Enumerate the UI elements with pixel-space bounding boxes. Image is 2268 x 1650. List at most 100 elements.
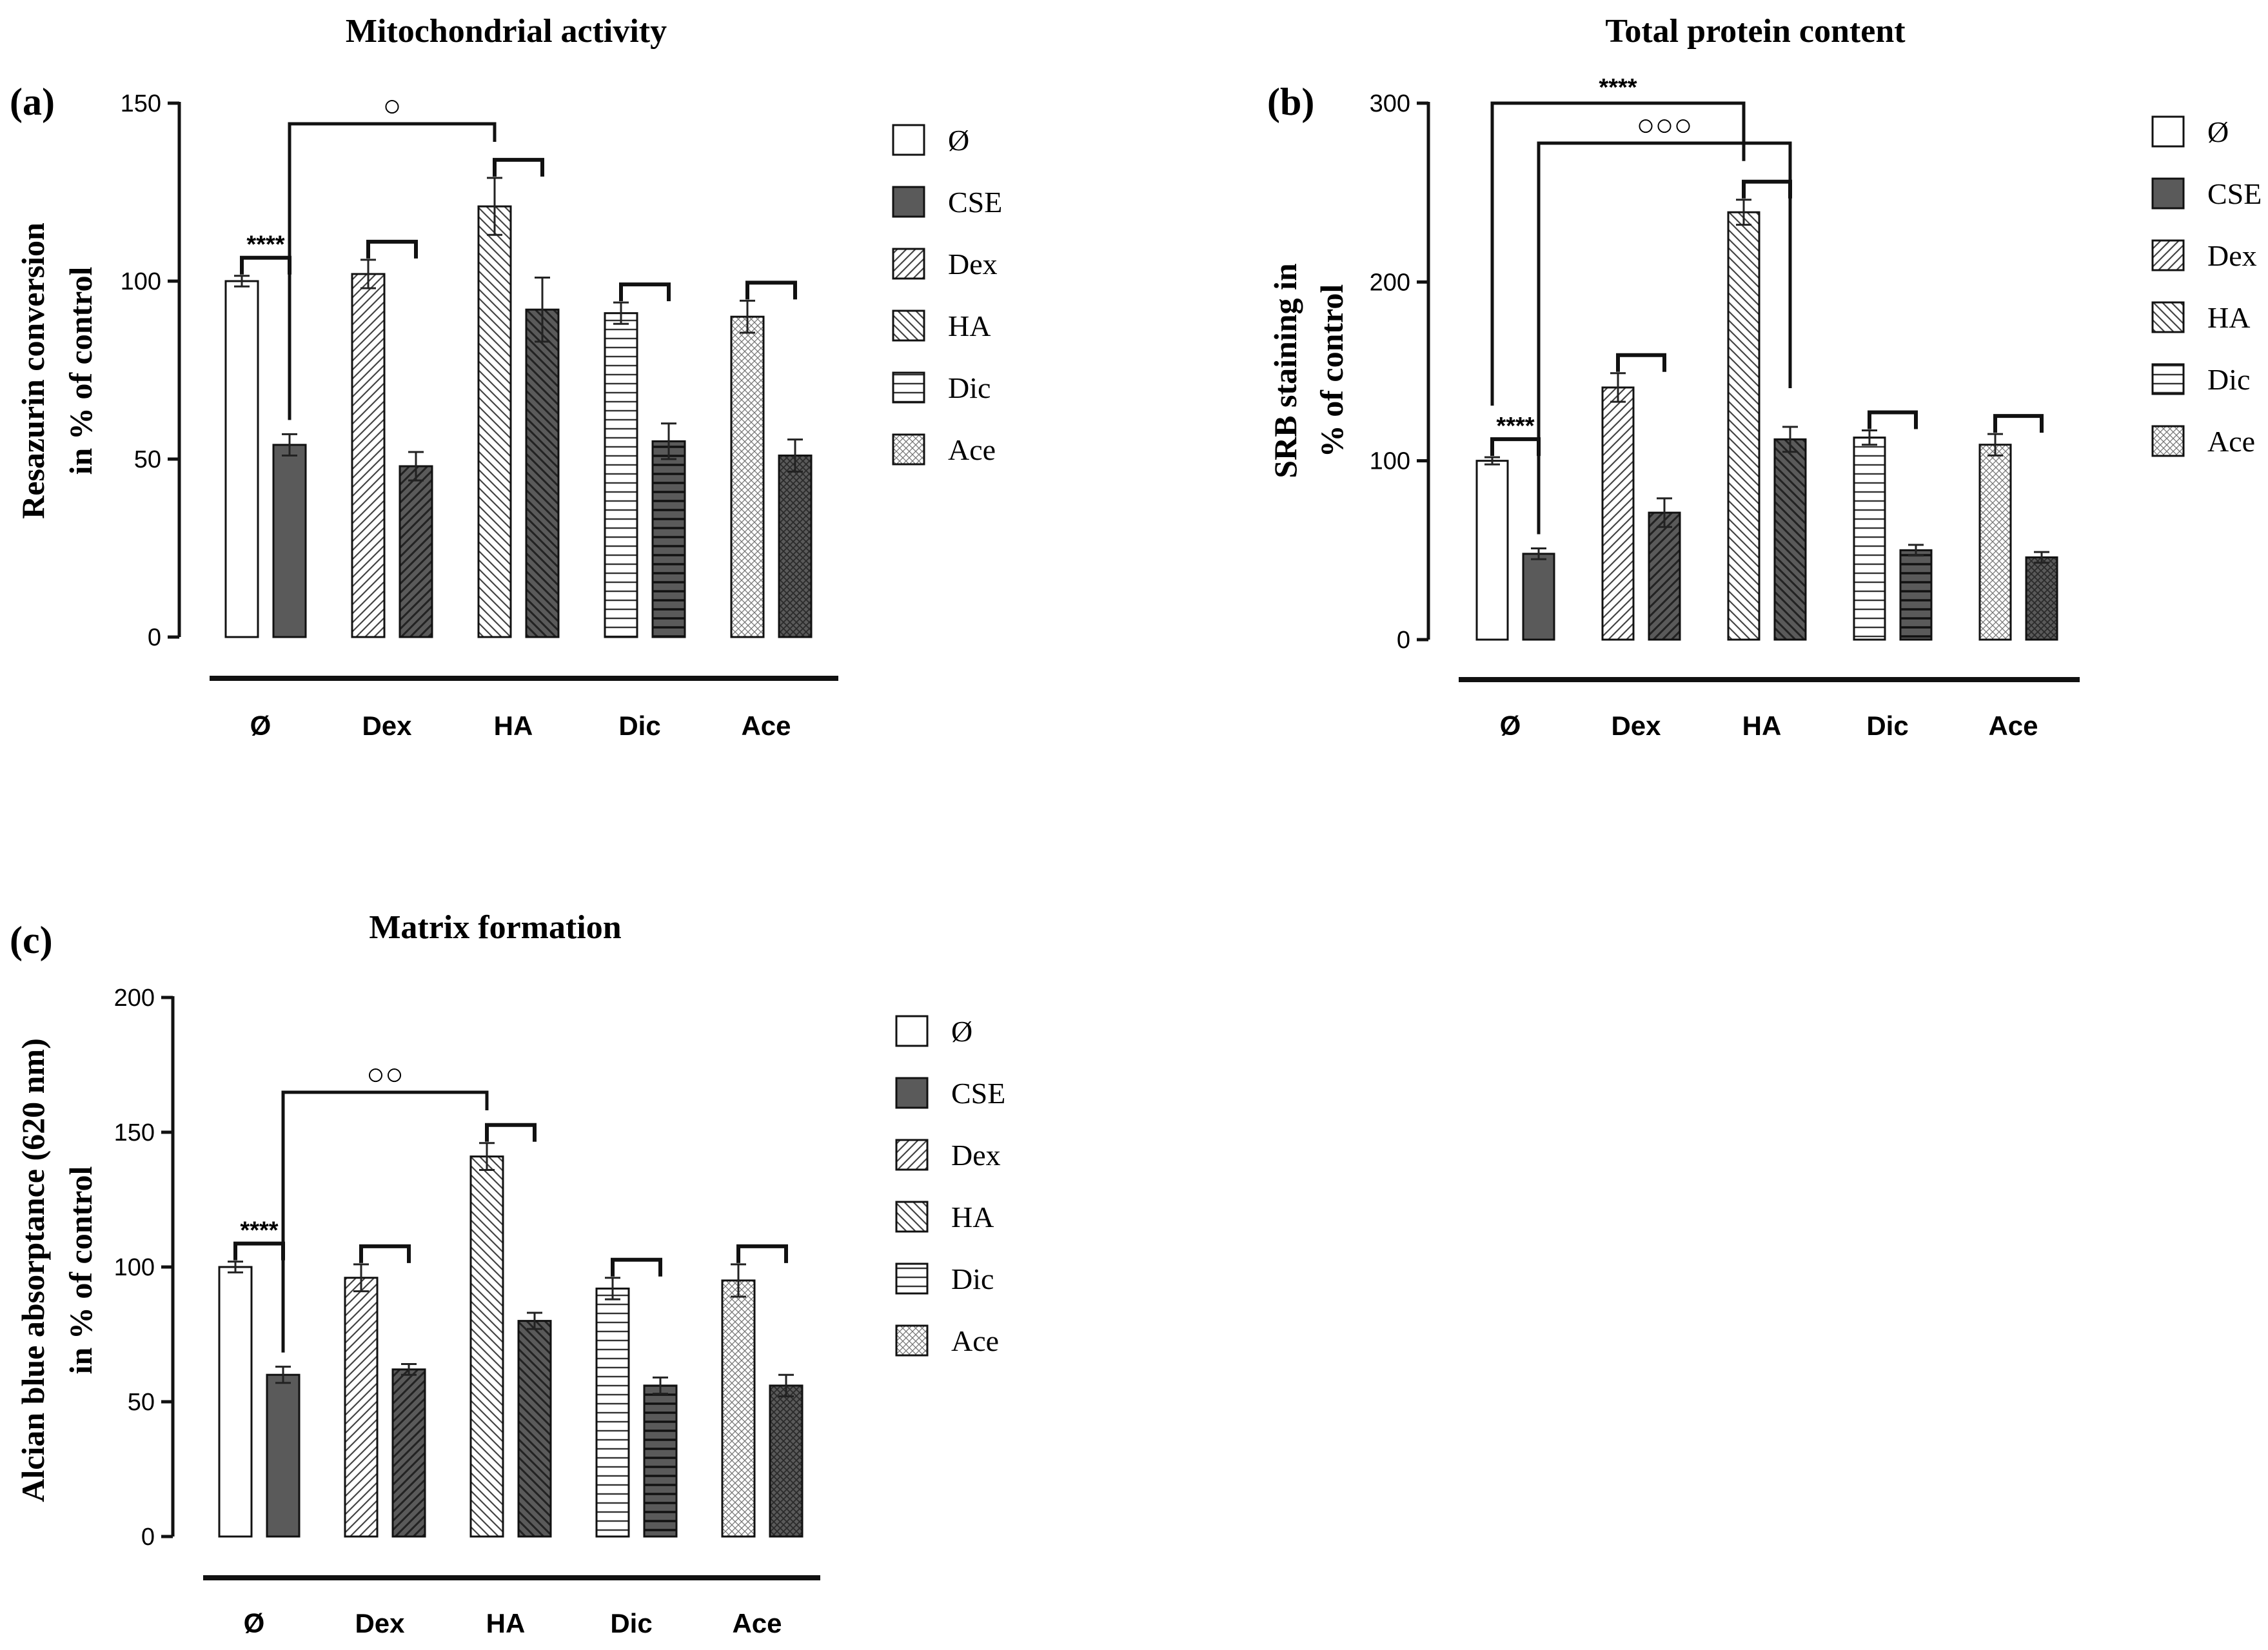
y-axis-label-line2: in % of control — [63, 267, 99, 475]
legend-label: Ø — [948, 124, 969, 157]
bar-cse — [778, 454, 813, 638]
chart-title: Mitochondrial activity — [346, 13, 667, 50]
bar-cse — [517, 1320, 552, 1538]
significance-bracket — [736, 1244, 788, 1263]
legend-label: CSE — [2207, 177, 2262, 210]
x-tick-label: Dic — [610, 1608, 652, 1638]
comparison-bracket — [288, 122, 497, 420]
significance-bracket — [366, 239, 418, 259]
bar-control — [224, 280, 259, 638]
legend-swatch — [2151, 239, 2185, 271]
bar-control — [721, 1279, 756, 1538]
x-tick-label: Ace — [732, 1608, 782, 1638]
x-tick-label: HA — [1742, 711, 1782, 741]
bar-control — [469, 1155, 504, 1538]
significance-bracket — [1490, 437, 1541, 457]
legend-label: Dex — [948, 248, 998, 280]
chart-title: Total protein content — [1605, 13, 1906, 50]
legend-label: Dex — [951, 1139, 1001, 1172]
comparison-bracket — [1490, 101, 1746, 406]
legend-swatch — [895, 1139, 929, 1171]
legend-label: Dic — [948, 371, 991, 404]
bar-cse — [266, 1373, 301, 1538]
y-tick-label: 0 — [148, 624, 161, 651]
bar-cse — [399, 465, 433, 638]
bar-control — [1853, 437, 1886, 641]
legend-swatch — [2151, 115, 2185, 148]
y-tick-label: 100 — [121, 268, 161, 295]
significance-bracket — [745, 280, 797, 300]
legend-swatch — [2151, 177, 2185, 210]
legend-swatch — [895, 1201, 929, 1233]
significance-bracket — [493, 157, 544, 177]
legend-label: Ace — [948, 433, 996, 466]
x-tick-label: Ace — [741, 711, 791, 741]
bar-cse — [1522, 553, 1555, 641]
legend-swatch — [892, 186, 925, 218]
y-tick-label: 0 — [1397, 627, 1410, 654]
legend-label: CSE — [951, 1077, 1005, 1110]
panel-label: (a) — [10, 81, 55, 123]
y-tick-label: 200 — [114, 985, 155, 1012]
legend-swatch — [892, 371, 925, 404]
legend-swatch — [892, 433, 925, 466]
legend-swatch — [892, 309, 925, 342]
y-axis-label: Alcian blue absorptance (620 nm) — [15, 1038, 51, 1502]
legend-label: Ace — [951, 1324, 999, 1357]
bar-control — [351, 273, 386, 638]
legend-swatch — [2151, 301, 2185, 333]
comparison-label: ○○○ — [1637, 108, 1693, 142]
legend: Ø CSE Dex HA Dic Ace — [892, 124, 1002, 466]
bar-cse — [769, 1384, 804, 1538]
significance-bracket — [485, 1123, 537, 1142]
panel-label: (c) — [10, 919, 53, 961]
y-axis-label: Resazurin conversion — [15, 222, 51, 519]
bar-control — [477, 205, 512, 638]
x-tick-label: Ø — [244, 1608, 265, 1638]
chart-panel-b: Total protein content (b) SRB staining in%… — [1267, 13, 2262, 741]
x-tick-label: Ø — [1500, 711, 1521, 741]
bar-cse — [2025, 556, 2058, 641]
bar-control — [218, 1266, 253, 1538]
y-tick-label: 200 — [1370, 269, 1410, 296]
bar-control — [1978, 444, 2012, 641]
bar-control — [595, 1287, 630, 1538]
significance-bracket — [1868, 410, 1918, 429]
y-tick-label: 100 — [1370, 448, 1410, 475]
significance-bracket — [611, 1257, 662, 1277]
bar-cse — [643, 1384, 678, 1538]
x-tick-label: HA — [486, 1608, 526, 1638]
bar-cse — [1899, 549, 1933, 641]
comparison-label: ○ — [383, 89, 402, 123]
legend-swatch — [895, 1324, 929, 1357]
significance-bracket — [1616, 353, 1666, 372]
y-axis-label-line2: in % of control — [63, 1166, 99, 1375]
bar-cse — [651, 440, 686, 638]
legend-label: Ø — [2207, 115, 2229, 148]
legend-label: HA — [951, 1201, 994, 1233]
bar-control — [730, 315, 765, 638]
legend-label: HA — [948, 309, 991, 342]
y-tick-label: 150 — [114, 1119, 155, 1146]
significance-bracket — [1742, 179, 1792, 199]
bar-cse — [272, 444, 307, 638]
bar-cse — [391, 1368, 426, 1538]
significance-bracket — [359, 1244, 411, 1263]
significance-bracket — [619, 282, 671, 302]
significance-bracket — [1993, 414, 2044, 433]
bar-cse — [1648, 511, 1681, 641]
significance-label: **** — [246, 231, 284, 259]
legend-swatch — [895, 1077, 929, 1109]
y-tick-label: 300 — [1370, 90, 1410, 117]
chart-title: Matrix formation — [369, 909, 621, 946]
bar-cse — [525, 308, 560, 638]
y-tick-label: 50 — [134, 446, 161, 473]
comparison-label: **** — [1599, 74, 1637, 101]
y-tick-label: 100 — [114, 1254, 155, 1281]
legend-swatch — [895, 1262, 929, 1295]
panel-label: (b) — [1267, 81, 1314, 123]
bar-control — [1475, 460, 1509, 641]
legend-label: Dic — [951, 1262, 994, 1295]
y-tick-label: 0 — [141, 1524, 155, 1551]
legend-label: Ø — [951, 1015, 972, 1048]
